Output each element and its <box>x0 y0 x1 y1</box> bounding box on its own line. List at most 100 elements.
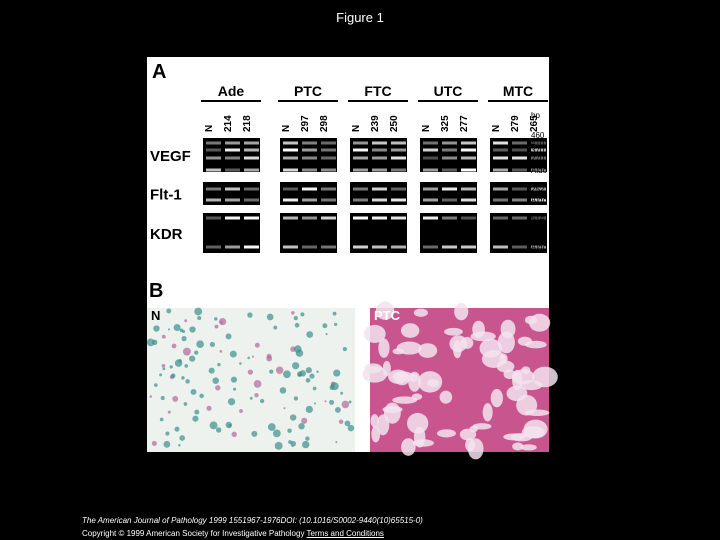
panel-sublabel: PTC <box>374 308 401 323</box>
gel <box>203 182 260 205</box>
follicle <box>392 396 418 404</box>
gel <box>350 182 407 205</box>
band <box>321 168 336 172</box>
gel <box>420 182 477 205</box>
band <box>353 133 368 137</box>
follicle <box>512 369 523 391</box>
group-label: UTC <box>434 83 463 99</box>
tissue-cell <box>214 317 218 321</box>
band <box>302 216 317 220</box>
tissue-cell <box>305 436 310 441</box>
tissue-cell <box>153 325 160 332</box>
band <box>321 198 336 202</box>
band <box>225 141 240 145</box>
lane-label: 250 <box>389 115 400 132</box>
tissue-cell <box>342 347 347 352</box>
band <box>493 198 508 202</box>
tissue-cell <box>214 324 219 329</box>
band <box>391 187 406 191</box>
band <box>244 245 259 249</box>
follicle <box>376 414 390 436</box>
tissue-cell <box>199 393 204 399</box>
band <box>372 133 387 137</box>
tissue-cell <box>247 369 254 375</box>
band <box>461 141 476 145</box>
tissue-cell <box>215 385 221 391</box>
band <box>531 187 546 191</box>
unit-label: bp <box>531 111 540 120</box>
tissue-cell <box>219 320 223 324</box>
tissue-cell <box>324 400 327 403</box>
follicle <box>436 429 456 438</box>
band <box>321 148 336 152</box>
tissue-cell <box>293 316 298 321</box>
marker-label: Aldo <box>531 243 548 252</box>
tissue-cell <box>266 313 274 321</box>
follicle <box>523 419 548 439</box>
lane-label: N <box>204 125 215 132</box>
band <box>423 133 438 137</box>
band <box>321 187 336 191</box>
band <box>512 187 527 191</box>
band <box>283 133 298 137</box>
band <box>244 216 259 220</box>
follicle <box>362 366 388 383</box>
follicle <box>525 340 547 349</box>
band <box>372 216 387 220</box>
band <box>423 156 438 160</box>
tissue-cell <box>225 421 233 429</box>
band <box>353 187 368 191</box>
band <box>353 156 368 160</box>
band <box>283 148 298 152</box>
tissue-cell <box>163 440 171 448</box>
tissue-cell <box>151 440 157 446</box>
band <box>225 156 240 160</box>
follicle <box>370 414 379 428</box>
band <box>206 216 221 220</box>
follicle <box>465 437 476 452</box>
tissue-cell <box>273 325 278 330</box>
tissue-cell <box>230 376 238 383</box>
terms-link[interactable]: Terms and Conditions <box>306 529 384 538</box>
tissue-cell <box>334 407 341 413</box>
band <box>302 168 317 172</box>
band <box>225 216 240 220</box>
band <box>372 168 387 172</box>
band <box>423 245 438 249</box>
tissue-cell <box>174 426 180 432</box>
band <box>283 216 298 220</box>
band <box>531 133 546 137</box>
tissue-cell <box>305 405 313 414</box>
marker-label: 252 <box>531 185 545 194</box>
tissue-cell <box>208 367 215 374</box>
band <box>321 156 336 160</box>
band <box>442 133 457 137</box>
follicle <box>383 402 401 424</box>
tissue-cell <box>329 384 335 391</box>
copyright: Copyright © 1999 American Society for In… <box>82 529 305 538</box>
tissue-cell <box>167 328 171 331</box>
band <box>372 148 387 152</box>
band <box>493 141 508 145</box>
band <box>244 168 259 172</box>
band <box>372 156 387 160</box>
tissue-cell <box>306 331 314 338</box>
tissue-cell <box>165 431 170 436</box>
band <box>423 141 438 145</box>
follicle <box>392 348 405 355</box>
band <box>531 168 546 172</box>
lane-label: N <box>491 125 502 132</box>
lane-label: 298 <box>319 115 330 132</box>
tissue-cell <box>231 431 237 438</box>
tissue-cell <box>305 367 312 374</box>
follicle <box>413 308 428 317</box>
tissue-cell <box>167 410 171 414</box>
marker-label: 270 <box>531 154 545 163</box>
band <box>244 187 259 191</box>
tissue-cell <box>166 308 172 314</box>
band <box>206 168 221 172</box>
tissue-cell <box>179 328 184 333</box>
lane-label: N <box>421 125 432 132</box>
lane-label: 265 <box>529 115 540 132</box>
